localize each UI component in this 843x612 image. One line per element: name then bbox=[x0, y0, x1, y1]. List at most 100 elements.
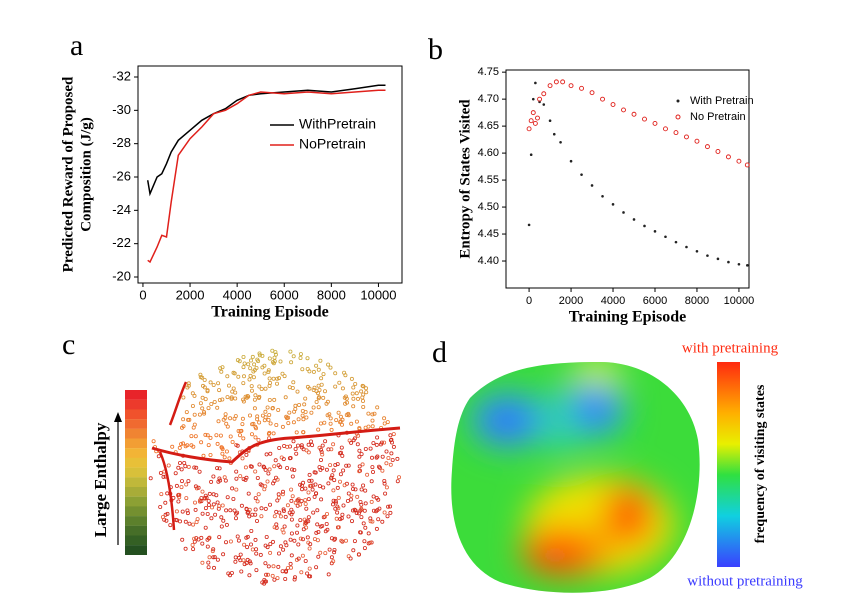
embedding-point bbox=[220, 365, 225, 370]
embedding-point bbox=[242, 542, 247, 547]
embedding-point bbox=[330, 473, 335, 478]
embedding-point bbox=[362, 539, 367, 544]
legend-label: WithPretrain bbox=[299, 116, 376, 132]
point bbox=[736, 158, 742, 164]
embedding-point bbox=[375, 454, 380, 459]
embedding-point bbox=[360, 383, 365, 388]
embedding-point bbox=[303, 486, 308, 491]
embedding-point bbox=[191, 425, 196, 430]
embedding-point bbox=[183, 444, 188, 449]
embedding-point bbox=[296, 556, 301, 561]
embedding-point bbox=[319, 449, 324, 454]
embedding-point bbox=[185, 508, 190, 513]
embedding-point bbox=[346, 411, 351, 416]
embedding-point bbox=[281, 508, 286, 513]
embedding-point bbox=[285, 465, 290, 470]
embedding-point bbox=[287, 410, 292, 415]
embedding-point bbox=[207, 555, 212, 560]
embedding-point bbox=[346, 554, 351, 559]
point bbox=[737, 262, 741, 266]
embedding-point bbox=[184, 496, 189, 501]
embedding-point bbox=[241, 399, 246, 404]
point bbox=[715, 149, 721, 154]
point bbox=[526, 126, 532, 132]
embedding-point bbox=[224, 522, 229, 527]
embedding-point bbox=[190, 543, 195, 548]
embedding-point bbox=[272, 464, 277, 469]
embedding-point bbox=[233, 511, 238, 516]
embedding-point bbox=[235, 534, 240, 539]
embedding-point bbox=[323, 551, 328, 556]
embedding-point bbox=[316, 367, 321, 372]
embedding-point bbox=[331, 442, 336, 447]
colorbar-band bbox=[125, 506, 147, 517]
embedding-point bbox=[342, 395, 347, 400]
embedding-point bbox=[353, 487, 358, 492]
embedding-point bbox=[357, 448, 362, 453]
embedding-point bbox=[273, 352, 278, 357]
embedding-point bbox=[186, 381, 191, 386]
embedding-point bbox=[289, 360, 294, 365]
embedding-point bbox=[388, 462, 393, 467]
embedding-point bbox=[216, 381, 221, 386]
embedding-point bbox=[382, 481, 387, 486]
embedding-point bbox=[384, 449, 389, 454]
legend-label: No Pretrain bbox=[690, 111, 746, 123]
embedding-point bbox=[254, 519, 259, 524]
embedding-point bbox=[193, 507, 198, 512]
embedding-point bbox=[239, 503, 244, 508]
embedding-point bbox=[306, 490, 311, 495]
embedding-point bbox=[241, 374, 246, 379]
embedding-point bbox=[223, 415, 228, 420]
embedding-point bbox=[249, 529, 254, 534]
panel-label: c bbox=[62, 328, 75, 361]
embedding-point bbox=[280, 424, 285, 429]
embedding-point bbox=[366, 531, 371, 536]
embedding-point bbox=[275, 576, 280, 581]
embedding-point bbox=[252, 362, 257, 367]
embedding-point bbox=[358, 499, 363, 504]
embedding-point bbox=[248, 373, 253, 378]
colorbar-bottom-label: without pretraining bbox=[687, 573, 803, 589]
embedding-point bbox=[259, 514, 264, 519]
embedding-point bbox=[206, 565, 211, 570]
embedding-point bbox=[380, 519, 385, 524]
embedding-point bbox=[346, 491, 351, 496]
embedding-point bbox=[217, 466, 222, 471]
embedding-point bbox=[266, 369, 271, 374]
embedding-point bbox=[225, 495, 230, 500]
embedding-point bbox=[263, 561, 268, 566]
embedding-point bbox=[305, 535, 310, 540]
embedding-point bbox=[288, 565, 293, 570]
embedding-point bbox=[257, 462, 262, 467]
embedding-point bbox=[191, 444, 196, 449]
embedding-point bbox=[361, 483, 366, 488]
embedding-point bbox=[362, 508, 367, 513]
embedding-point bbox=[204, 495, 209, 500]
embedding-point bbox=[311, 405, 316, 410]
embedding-point bbox=[370, 465, 375, 470]
embedding-point bbox=[370, 418, 375, 423]
embedding-point bbox=[211, 547, 216, 552]
colorbar-band bbox=[125, 457, 147, 468]
colorbar-band bbox=[125, 516, 147, 526]
embedding-point bbox=[329, 555, 334, 560]
embedding-point bbox=[231, 370, 236, 375]
embedding-point bbox=[374, 509, 379, 514]
embedding-point bbox=[310, 443, 315, 448]
embedding-point bbox=[183, 464, 188, 469]
embedding-plot bbox=[148, 348, 401, 586]
embedding-point bbox=[360, 462, 365, 467]
embedding-point bbox=[270, 360, 275, 365]
embedding-point bbox=[245, 534, 250, 539]
embedding-point bbox=[307, 546, 312, 551]
embedding-point bbox=[180, 537, 185, 542]
point bbox=[579, 85, 584, 91]
embedding-point bbox=[298, 502, 303, 507]
boundary bbox=[158, 381, 188, 531]
embedding-point bbox=[209, 479, 214, 484]
embedding-point bbox=[253, 424, 258, 429]
embedding-point bbox=[277, 445, 282, 450]
embedding-point bbox=[214, 433, 219, 438]
embedding-point bbox=[321, 485, 326, 490]
